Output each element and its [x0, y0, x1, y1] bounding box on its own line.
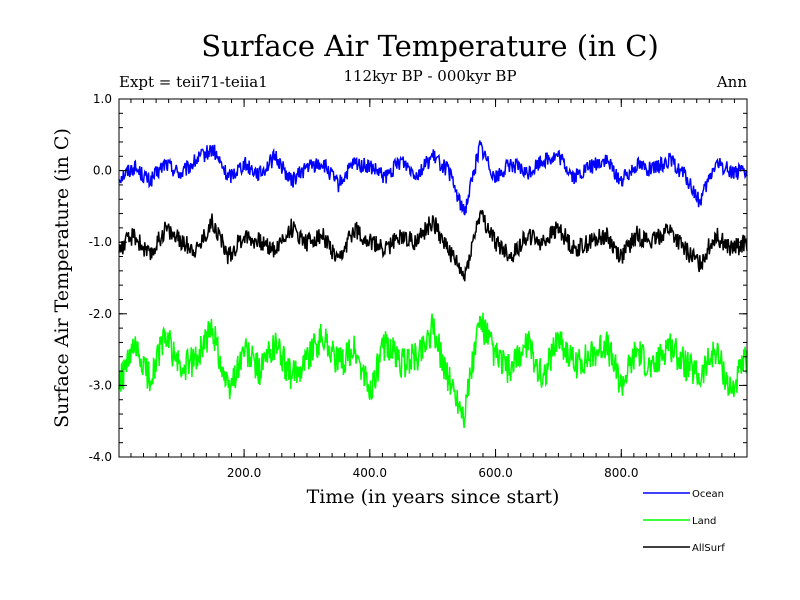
- series-line-land: [118, 312, 748, 428]
- y-tick-label: -3.0: [89, 378, 112, 392]
- series-line-allsurf: [118, 209, 748, 282]
- x-tick-label: 800.0: [604, 466, 638, 480]
- y-axis-label: Surface Air Temperature (in C): [51, 128, 73, 428]
- legend-label-land: Land: [692, 516, 716, 527]
- x-tick-label: 200.0: [227, 466, 261, 480]
- x-axis-label: Time (in years since start): [307, 486, 560, 508]
- legend-label-allsurf: AllSurf: [692, 543, 725, 554]
- series-line-ocean: [118, 140, 748, 216]
- period-label: Ann: [716, 73, 747, 91]
- legend: Ocean Land AllSurf: [643, 489, 725, 554]
- y-tick-label: -2.0: [89, 307, 112, 321]
- chart-subtitle: 112kyr BP - 000kyr BP: [343, 67, 516, 85]
- y-tick-label: 1.0: [93, 92, 112, 106]
- x-tick-label: 400.0: [353, 466, 387, 480]
- ticks-layer: [119, 98, 747, 458]
- tick-labels-layer: 1.0 0.0 -1.0 -2.0 -3.0 -4.0 200.0 400.0 600.0 800…: [89, 92, 639, 480]
- chart-title: Surface Air Temperature (in C): [201, 29, 659, 63]
- x-tick-label: 600.0: [478, 466, 512, 480]
- series-layer: [118, 140, 748, 428]
- y-tick-label: -4.0: [89, 450, 112, 464]
- y-tick-label: -1.0: [89, 235, 112, 249]
- legend-label-ocean: Ocean: [692, 489, 724, 500]
- experiment-label: Expt = teii71-teiia1: [119, 73, 268, 91]
- y-tick-label: 0.0: [93, 164, 112, 178]
